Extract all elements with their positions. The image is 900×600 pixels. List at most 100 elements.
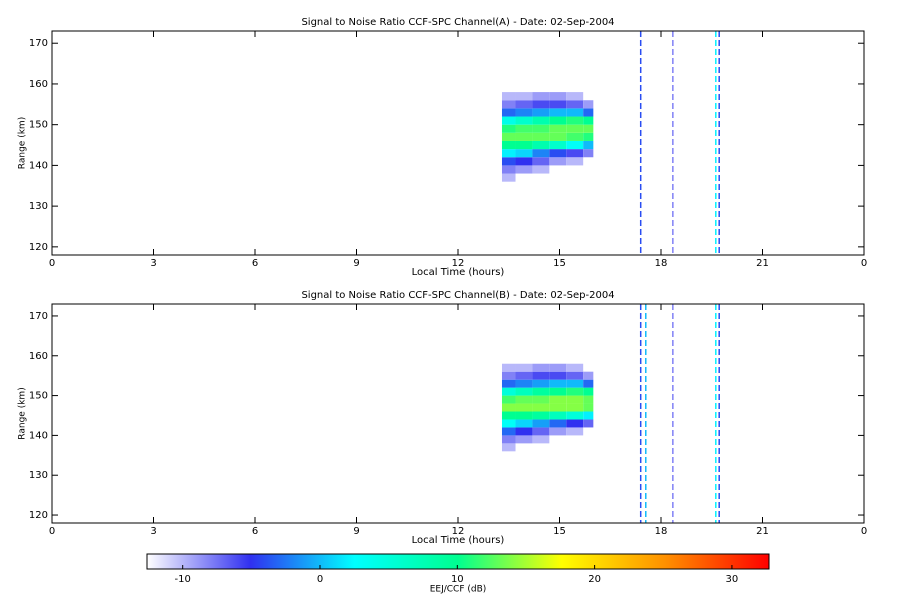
heat-cell xyxy=(583,387,594,396)
heat-cell xyxy=(532,116,550,125)
heat-cell xyxy=(501,427,516,436)
heat-cell xyxy=(515,403,533,412)
heat-cell xyxy=(549,100,567,109)
heat-cell xyxy=(583,108,594,117)
heat-cell xyxy=(501,387,516,396)
heat-cell xyxy=(583,411,594,420)
heat-cell xyxy=(515,371,533,380)
heat-cell xyxy=(549,427,567,436)
x-tick-label: 0 xyxy=(861,258,867,269)
heat-cell xyxy=(583,419,594,428)
heat-cell xyxy=(501,124,516,133)
x-tick-label: 15 xyxy=(553,258,566,269)
y-tick-label: 130 xyxy=(29,470,48,481)
heat-cell xyxy=(515,435,533,444)
heat-cell xyxy=(501,165,516,174)
plot-frame xyxy=(51,30,865,256)
heat-cell xyxy=(583,395,594,404)
heat-cell xyxy=(549,387,567,396)
x-tick-label: 9 xyxy=(353,258,359,269)
x-tick-label: 0 xyxy=(861,526,867,537)
heat-cell xyxy=(566,403,584,412)
heat-cell xyxy=(532,435,550,444)
heat-cell xyxy=(501,108,516,117)
heat-cell xyxy=(515,157,533,166)
heat-cell xyxy=(566,92,584,101)
heat-cell xyxy=(549,379,567,388)
heat-cell xyxy=(515,108,533,117)
heat-cell xyxy=(549,419,567,428)
x-tick-label: 3 xyxy=(150,258,156,269)
x-axis-label: Local Time (hours) xyxy=(412,267,505,278)
heat-cell xyxy=(566,419,584,428)
colorbar-tick-label: 10 xyxy=(451,574,464,585)
heat-cell xyxy=(583,140,594,150)
heat-cell xyxy=(583,149,594,158)
heat-cell xyxy=(501,132,516,141)
heat-cell xyxy=(549,140,567,150)
heat-cell xyxy=(566,132,584,141)
heat-cell xyxy=(549,116,567,125)
heat-cell xyxy=(566,371,584,380)
heat-cell xyxy=(515,165,533,174)
x-tick-label: 3 xyxy=(150,526,156,537)
heat-cell xyxy=(501,371,516,380)
heat-cell xyxy=(566,116,584,125)
heat-cell xyxy=(515,132,533,141)
y-tick-label: 160 xyxy=(29,351,48,362)
heat-cell xyxy=(515,411,533,420)
heat-cell xyxy=(532,100,550,109)
heat-cell xyxy=(532,124,550,133)
heat-cell xyxy=(515,124,533,133)
colorbar-label: EEJ/CCF (dB) xyxy=(430,585,487,595)
heat-cell xyxy=(583,371,594,380)
heat-cell xyxy=(549,149,567,158)
heat-cell xyxy=(501,379,516,388)
heat-cell xyxy=(532,108,550,117)
heat-cell xyxy=(501,100,516,109)
heat-cell xyxy=(549,108,567,117)
y-tick-label: 140 xyxy=(29,430,48,441)
y-tick-label: 120 xyxy=(29,510,48,521)
heat-cell xyxy=(501,149,516,158)
heat-cell xyxy=(566,140,584,150)
colorbar-tick-label: 30 xyxy=(726,574,739,585)
heat-cell xyxy=(532,157,550,166)
heat-cell xyxy=(515,427,533,436)
heat-cell xyxy=(549,363,567,372)
heat-cell xyxy=(532,132,550,141)
heat-cell xyxy=(549,371,567,380)
colorbar xyxy=(146,553,770,570)
heat-cell xyxy=(515,379,533,388)
chart-title: Signal to Noise Ratio CCF-SPC Channel(B)… xyxy=(301,290,614,301)
heat-cell xyxy=(515,100,533,109)
heat-cell xyxy=(515,116,533,125)
colorbar-tick-label: 20 xyxy=(588,574,601,585)
x-tick-label: 18 xyxy=(655,258,668,269)
heat-cell xyxy=(583,132,594,141)
x-tick-label: 21 xyxy=(756,258,769,269)
colorbar-tick-label: 0 xyxy=(317,574,323,585)
x-tick-label: 6 xyxy=(252,526,258,537)
y-axis-label: Range (km) xyxy=(18,117,28,169)
heat-cell xyxy=(566,387,584,396)
heat-cell xyxy=(501,403,516,412)
heat-cell xyxy=(549,411,567,420)
heat-cell xyxy=(532,140,550,150)
heat-cell xyxy=(501,116,516,125)
x-tick-label: 18 xyxy=(655,526,668,537)
heat-cell xyxy=(583,100,594,109)
heat-cell xyxy=(501,157,516,166)
y-tick-label: 170 xyxy=(29,311,48,322)
heat-cell xyxy=(566,379,584,388)
heat-cell xyxy=(583,116,594,125)
x-tick-label: 6 xyxy=(252,258,258,269)
heat-cell xyxy=(549,157,567,166)
heat-cell xyxy=(532,411,550,420)
heat-cell xyxy=(501,92,516,101)
heat-cell xyxy=(501,435,516,444)
heat-cell xyxy=(501,443,516,452)
heat-cell xyxy=(532,165,550,174)
heat-cell xyxy=(566,100,584,109)
